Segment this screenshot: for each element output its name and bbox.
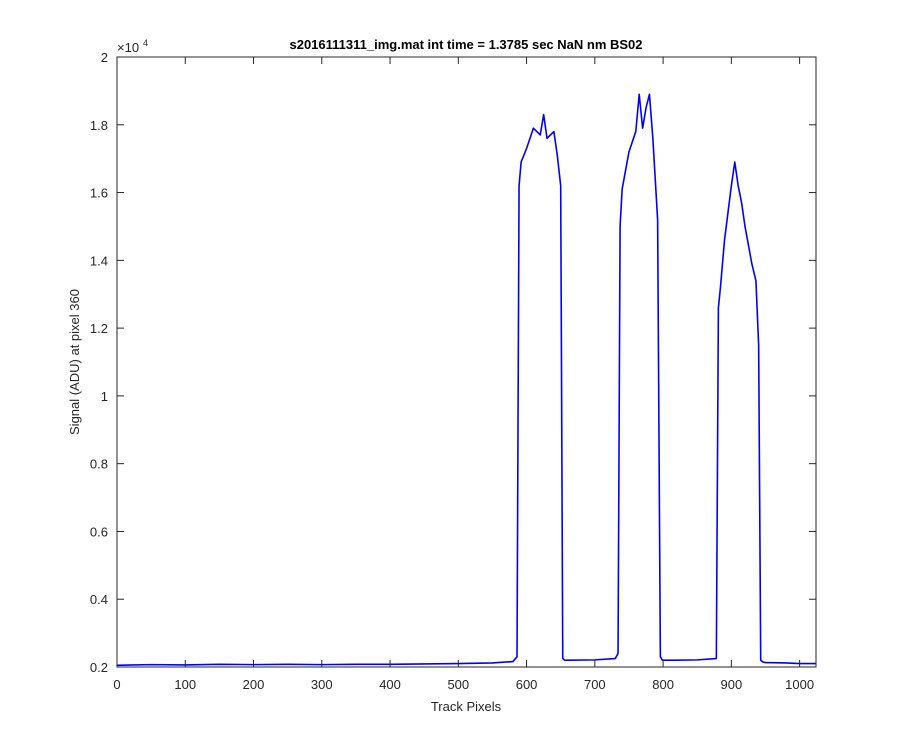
axes-box <box>116 56 817 668</box>
x-tick-label: 0 <box>113 677 120 692</box>
x-tick-label: 600 <box>516 677 538 692</box>
y-exponent-base: ×10 <box>117 40 139 55</box>
y-tick-label: 1.6 <box>90 186 108 201</box>
x-axis-label: Track Pixels <box>431 699 502 714</box>
x-tick-label: 700 <box>584 677 606 692</box>
y-tick-label: 0.8 <box>90 457 108 472</box>
x-tick-label: 400 <box>379 677 401 692</box>
x-tick-label: 500 <box>447 677 469 692</box>
y-tick-label: 1.2 <box>90 321 108 336</box>
x-tick-label: 200 <box>243 677 265 692</box>
y-exponent-power: 4 <box>143 38 148 48</box>
x-tick-label: 800 <box>652 677 674 692</box>
axes-background <box>117 57 816 667</box>
x-tick-label: 900 <box>721 677 743 692</box>
y-tick-label: 0.2 <box>90 660 108 675</box>
x-tick-label: 1000 <box>785 677 814 692</box>
y-tick-label: 2 <box>101 50 108 65</box>
series-line-0 <box>117 93 816 667</box>
y-tick-label: 0.6 <box>90 524 108 539</box>
y-axis-label: Signal (ADU) at pixel 360 <box>67 289 82 435</box>
y-tick-label: 1.8 <box>90 118 108 133</box>
chart-title: s2016111311_img.mat int time = 1.3785 se… <box>289 37 642 52</box>
y-tick-label: 1 <box>101 389 108 404</box>
y-tick-label: 0.4 <box>90 592 108 607</box>
x-tick-label: 100 <box>174 677 196 692</box>
y-axis-exponent: ×10 4 <box>117 38 148 55</box>
y-tick-label: 1.4 <box>90 253 108 268</box>
x-tick-label: 300 <box>311 677 333 692</box>
